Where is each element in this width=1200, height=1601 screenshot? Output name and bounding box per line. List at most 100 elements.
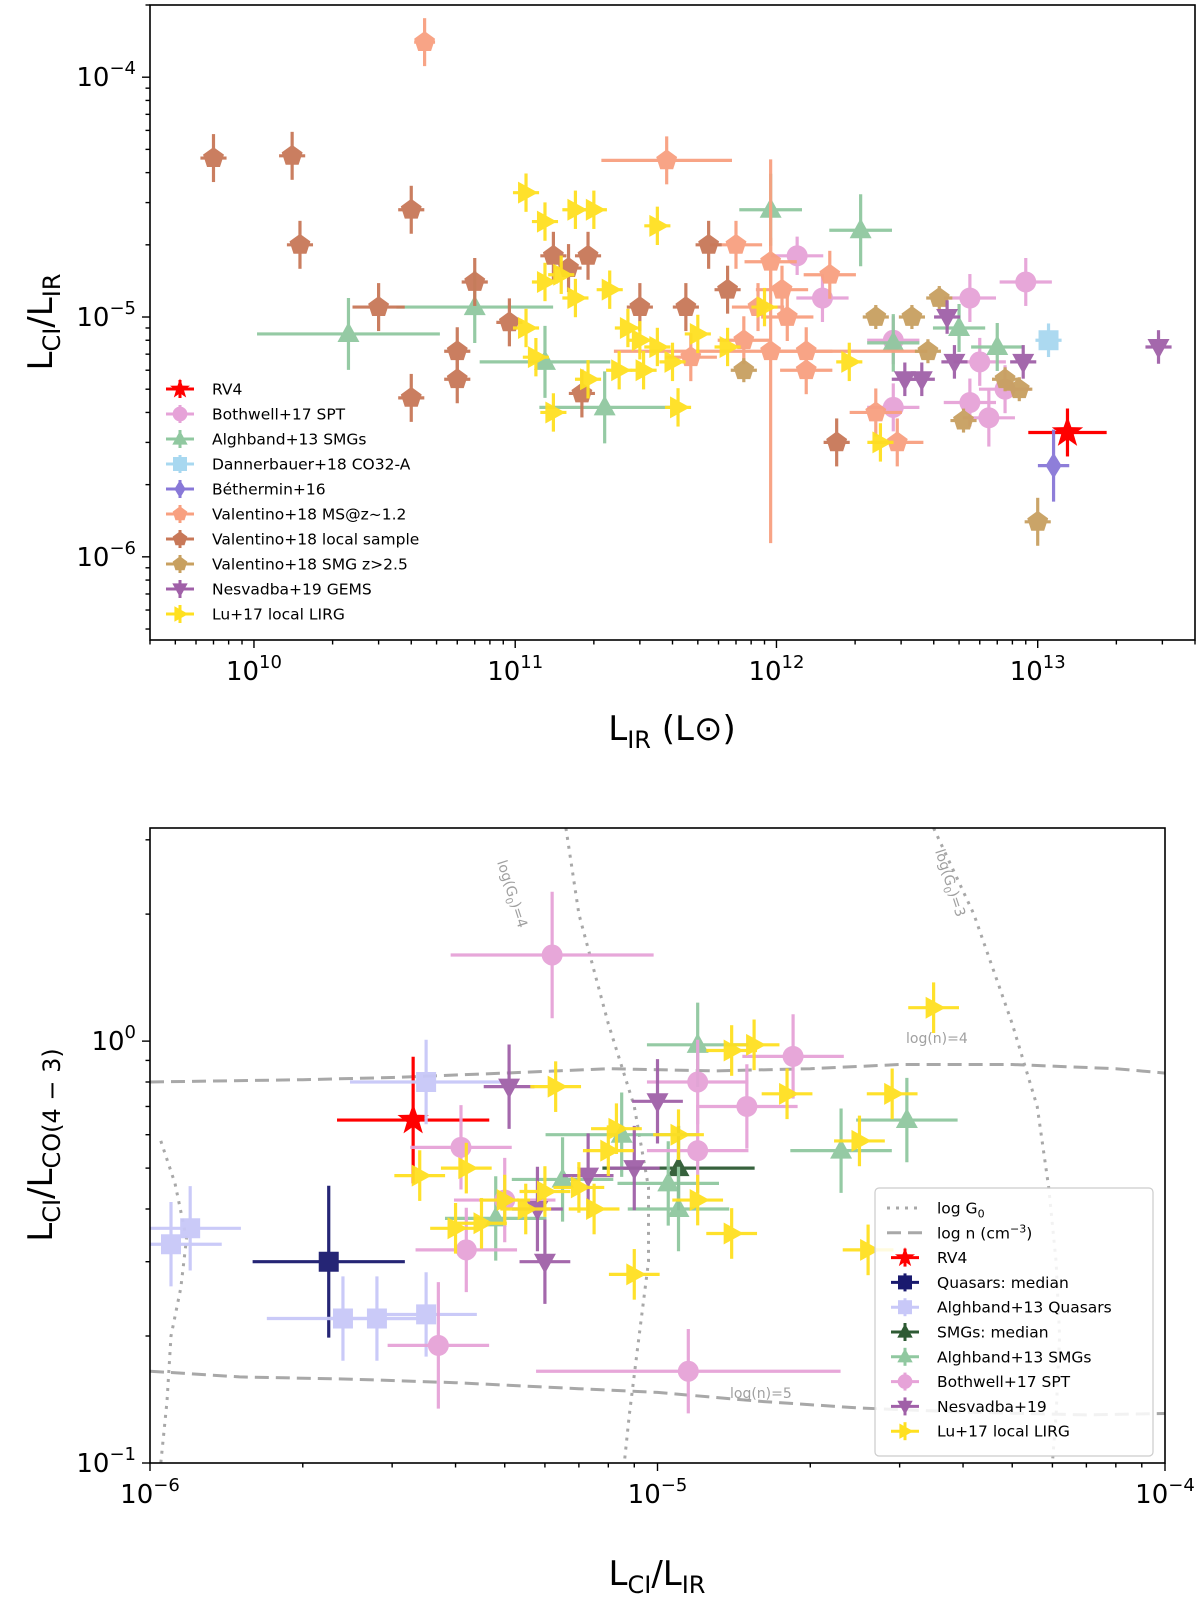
legend-label-alghband-13-smgs: Alghband+13 SMGs <box>212 431 367 449</box>
point-lu-17-local-lirg-5 <box>547 1075 568 1098</box>
point-valentino-18-local-sample-5 <box>400 386 422 407</box>
legend-entry-dannerbauer-18-co32-a: Dannerbauer+18 CO32-A <box>166 455 411 474</box>
legend-marker-lu-17-local-lirg <box>174 606 189 622</box>
legend-entry-alghband-13-smgs: Alghband+13 SMGs <box>166 430 367 449</box>
legend-marker-valentino-18-local-sample <box>172 531 188 546</box>
point-bothwell-17-spt-5 <box>687 1071 709 1093</box>
point-lu-17-local-lirg-14 <box>611 359 632 382</box>
legend-marker-alghband-13-smgs <box>897 1348 913 1363</box>
point-alghband-13-smgs-4 <box>830 1138 853 1159</box>
point-valentino-18-local-sample-18 <box>675 296 697 316</box>
point-nesvadba-19-gems-3 <box>943 353 966 374</box>
point-lu-17-local-lirg-3 <box>585 198 606 221</box>
legend-marker-b-thermin-16 <box>174 479 186 499</box>
legend-label-log-g0: log G0 <box>937 1200 985 1221</box>
point-valentino-18-ms-z-1-2-11 <box>733 329 755 350</box>
point-nesvadba-19-3 <box>577 1167 600 1188</box>
contour-label-log-n-5: log(n)=5 <box>730 1386 792 1402</box>
point-bothwell-17-spt-3 <box>427 1334 449 1356</box>
point-alghband-13-quasars-0 <box>161 1234 182 1255</box>
xtick-label-2: 1012 <box>748 652 804 687</box>
point-rv4-0 <box>1051 415 1084 446</box>
point-lu-17-local-lirg-4 <box>517 1198 538 1220</box>
point-bothwell-17-spt-1 <box>811 287 833 309</box>
point-lu-17-local-lirg-1 <box>458 1157 479 1180</box>
legend-entry-rv4: RV4 <box>166 378 242 399</box>
point-nesvadba-19-0 <box>498 1078 521 1099</box>
series-lu-17-local-lirg <box>394 982 959 1300</box>
point-lu-17-local-lirg-14 <box>746 1033 767 1056</box>
legend-entry-smgs-median: SMGs: median <box>891 1323 1049 1342</box>
legend-label-bothwell-17-spt: Bothwell+17 SPT <box>937 1373 1071 1391</box>
point-valentino-18-smg-z-2-5-3 <box>917 340 939 361</box>
point-lu-17-local-lirg-10 <box>670 1123 691 1146</box>
ytick-label-0: 10−6 <box>76 538 136 573</box>
point-lu-17-local-lirg-18 <box>884 1082 905 1105</box>
series-b-thermin-16 <box>1037 429 1070 502</box>
point-nesvadba-19-gems-4 <box>1012 353 1035 374</box>
legend-label-valentino-18-local-sample: Valentino+18 local sample <box>212 531 419 549</box>
point-lu-17-local-lirg-2 <box>567 198 588 221</box>
legend-marker-valentino-18-ms-z-1-2 <box>172 506 188 521</box>
legend-label-log-n-cm-3: log n (cm−3) <box>937 1222 1032 1242</box>
point-alghband-13-quasars-3 <box>366 1308 387 1329</box>
point-lu-17-local-lirg-0 <box>411 1164 432 1187</box>
point-valentino-18-local-sample-3 <box>368 296 390 316</box>
point-valentino-18-smg-z-2-5-5 <box>953 409 974 430</box>
point-bothwell-17-spt-7 <box>959 392 981 414</box>
point-lu-17-local-lirg-17 <box>860 1238 881 1261</box>
point-bothwell-17-spt-5 <box>969 351 991 373</box>
bottom-ticks: 10−6 10−5 10−4 10−1 100 <box>76 839 1195 1510</box>
point-rv4-0 <box>397 1103 429 1134</box>
legend-marker-lu-17-local-lirg <box>899 1423 914 1439</box>
point-valentino-18-local-sample-6 <box>446 340 468 361</box>
point-lu-17-local-lirg-3 <box>496 1189 517 1212</box>
legend-entry-nesvadba-19: Nesvadba+19 <box>891 1397 1047 1416</box>
legend-label-rv4: RV4 <box>212 381 242 399</box>
point-lu-17-local-lirg-2 <box>447 1217 468 1240</box>
point-quasars-median-0 <box>318 1251 339 1272</box>
legend-label-quasars-median: Quasars: median <box>937 1274 1069 1292</box>
point-valentino-18-ms-z-1-2-14 <box>680 346 702 367</box>
point-bothwell-17-spt-8 <box>687 1140 709 1162</box>
point-alghband-13-smgs-0 <box>484 1206 507 1227</box>
point-valentino-18-local-sample-14 <box>698 233 720 254</box>
contour-label-log-g0-3: log(G0)=3 <box>928 847 968 920</box>
point-valentino-18-ms-z-1-2-10 <box>886 431 908 452</box>
legend-marker-alghband-13-quasars <box>898 1300 912 1315</box>
point-bothwell-17-spt-2 <box>455 1239 477 1261</box>
point-alghband-13-smgs-7 <box>948 315 971 336</box>
point-alghband-13-smgs-7 <box>667 1197 690 1217</box>
point-valentino-18-ms-z-1-2-7 <box>819 263 841 284</box>
series-rv4 <box>337 1056 490 1184</box>
legend-entry-b-thermin-16: Béthermin+16 <box>166 479 326 499</box>
series-nesvadba-19-gems <box>891 300 1172 397</box>
point-valentino-18-ms-z-1-2-12 <box>771 278 793 299</box>
point-lu-17-local-lirg-21 <box>473 1212 494 1235</box>
ytick-label-1: 10−5 <box>76 298 136 333</box>
point-bothwell-17-spt-1 <box>450 1136 472 1158</box>
legend-marker-dannerbauer-18-co32-a <box>173 457 187 471</box>
point-lu-17-local-lirg-16 <box>851 1129 872 1152</box>
point-valentino-18-ms-z-1-2-0 <box>414 31 436 52</box>
series-alghband-13-quasars <box>150 1039 503 1361</box>
point-lu-17-local-lirg-13 <box>723 1039 744 1062</box>
point-lu-17-local-lirg-18 <box>689 322 710 345</box>
legend-entry-lu-17-local-lirg: Lu+17 local LIRG <box>166 605 345 624</box>
point-bothwell-17-spt-4 <box>677 1360 699 1382</box>
top-xlabel: LIR (L⊙) <box>608 709 736 754</box>
point-valentino-18-smg-z-2-5-2 <box>901 306 923 326</box>
xtick-label-1: 1011 <box>487 652 543 687</box>
legend-entry-quasars-median: Quasars: median <box>891 1273 1069 1292</box>
series-rv4 <box>1028 408 1107 457</box>
point-lu-17-local-lirg-22 <box>872 431 893 454</box>
point-lu-17-local-lirg-11 <box>631 329 652 352</box>
bottom-clipped-content <box>150 828 1165 1463</box>
legend-entry-bothwell-17-spt: Bothwell+17 SPT <box>166 405 346 424</box>
point-valentino-18-ms-z-1-2-4 <box>760 340 782 361</box>
point-nesvadba-19-4 <box>646 1093 669 1114</box>
legend-label-bothwell-17-spt: Bothwell+17 SPT <box>212 406 346 424</box>
point-valentino-18-smg-z-2-5-1 <box>865 306 887 326</box>
legend-entry-rv4: RV4 <box>891 1247 967 1267</box>
